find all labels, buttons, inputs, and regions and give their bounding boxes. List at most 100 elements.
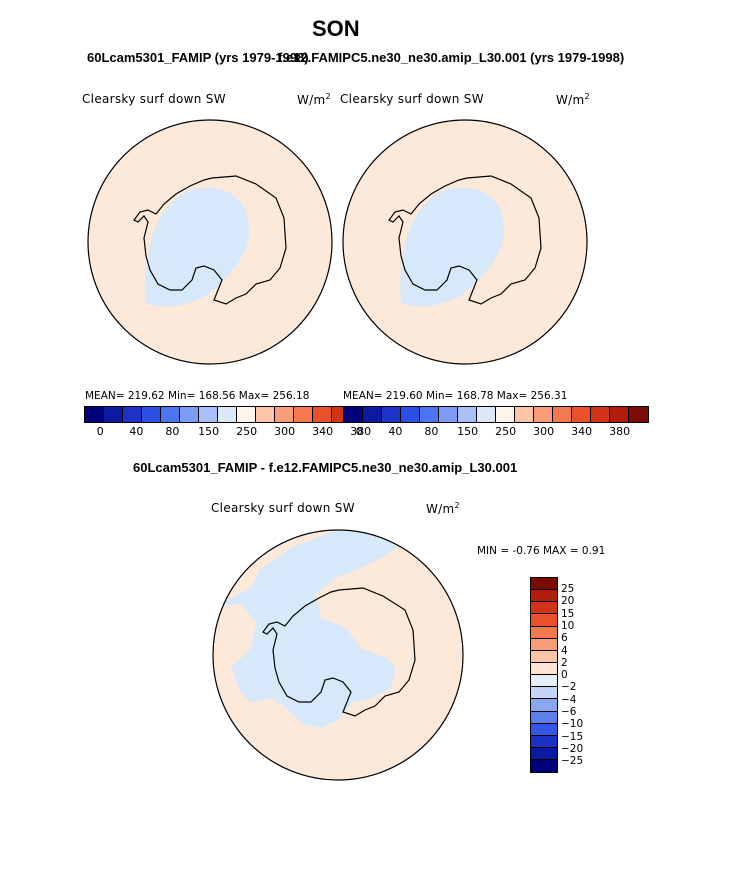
colorbar-tick-label: −4 [561, 693, 577, 706]
colorbar-swatch [531, 675, 557, 688]
colorbar-swatch [85, 407, 104, 422]
colorbar-swatch [256, 407, 275, 422]
colorbar-swatch [610, 407, 629, 422]
colorbar-swatch [531, 650, 557, 663]
colorbar-tick-label: 340 [571, 425, 593, 438]
colorbar-tick-label: 380 [609, 425, 631, 438]
colorbar-swatch [275, 407, 294, 422]
colorbar-tick-label: 10 [561, 619, 575, 632]
antarctic-low-region [145, 187, 250, 307]
colorbar-swatch [458, 407, 477, 422]
diff-panel-units: W/m2 [426, 501, 460, 516]
colorbar-tick-label: 0 [96, 425, 104, 438]
antarctica-coastline [388, 175, 542, 305]
colorbar-swatch [531, 699, 557, 712]
colorbar-tick-label: 0 [355, 425, 363, 438]
colorbar-swatch [218, 407, 237, 422]
colorbar-tick-label: 150 [198, 425, 220, 438]
colorbar-tick-label: 4 [561, 644, 568, 657]
colorbar-tick-label: 6 [561, 632, 568, 645]
colorbar-tick-label: 300 [533, 425, 555, 438]
right-panel-units: W/m2 [556, 92, 590, 107]
colorbar-tick-label: −2 [561, 681, 577, 694]
colorbar-tick-label: 80 [165, 425, 180, 438]
left-panel-subtitle: 60Lcam5301_FAMIP (yrs 1979-1998) [87, 50, 309, 65]
colorbar-tick-label: −25 [561, 755, 584, 768]
colorbar-swatch [531, 578, 557, 591]
colorbar-tick-label: 150 [457, 425, 479, 438]
colorbar-swatch [123, 407, 142, 422]
colorbar-swatch [629, 407, 648, 422]
colorbar-tick-label: −15 [561, 730, 584, 743]
colorbar-swatch [591, 407, 610, 422]
colorbar-swatch [531, 602, 557, 615]
diff-panel-minmax: MIN = -0.76 MAX = 0.91 [477, 545, 606, 557]
colorbar-swatch [531, 760, 557, 773]
colorbar-tick-label: 25 [561, 583, 575, 595]
colorbar-swatch [534, 407, 553, 422]
colorbar-swatch [104, 407, 123, 422]
colorbar-swatch [401, 407, 420, 422]
colorbar-tick-label: 250 [236, 425, 258, 438]
colorbar-swatch [531, 723, 557, 736]
right-panel-stats: MEAN= 219.60 Min= 168.78 Max= 256.31 [343, 390, 568, 402]
colorbar-swatch [531, 638, 557, 651]
colorbar-swatch [531, 590, 557, 603]
page-title: SON [312, 16, 360, 41]
colorbar-tick-label: −20 [561, 742, 584, 755]
colorbar-swatch [531, 626, 557, 639]
colorbar-tick-label: 40 [388, 425, 403, 438]
colorbar-tick-label: −6 [561, 706, 577, 718]
antarctica-coastline [262, 587, 416, 717]
colorbar-swatch [531, 747, 557, 761]
positive-anomaly-patch [213, 603, 256, 678]
colorbar-swatch [420, 407, 439, 422]
antarctica-coastline [133, 175, 287, 305]
colorbar-tick-label: 2 [561, 656, 568, 669]
colorbar-swatch [496, 407, 515, 422]
diff-panel-subtitle: 60Lcam5301_FAMIP - f.e12.FAMIPC5.ne30_ne… [133, 460, 518, 475]
left-panel-stats: MEAN= 219.62 Min= 168.56 Max= 256.18 [85, 390, 310, 402]
colorbar-swatch [237, 407, 256, 422]
left-panel-units: W/m2 [297, 92, 331, 107]
right-panel-subtitle: f.e12.FAMIPC5.ne30_ne30.amip_L30.001 (yr… [278, 50, 625, 65]
colorbar-swatch [531, 687, 557, 700]
colorbar-tick-label: 20 [561, 595, 575, 608]
colorbar-swatch [382, 407, 401, 422]
right-colorbar [343, 406, 649, 423]
colorbar-swatch [161, 407, 180, 422]
diff-panel-field-label: Clearsky surf down SW [211, 501, 355, 515]
colorbar-tick-label: 0 [561, 669, 568, 682]
right-polar-map [342, 119, 588, 365]
colorbar-swatch [363, 407, 382, 422]
colorbar-swatch [572, 407, 591, 422]
right-panel-field-label: Clearsky surf down SW [340, 92, 484, 106]
colorbar-tick-label: 250 [495, 425, 517, 438]
colorbar-swatch [439, 407, 458, 422]
left-polar-map [87, 119, 333, 365]
colorbar-tick-label: −10 [561, 718, 584, 731]
colorbar-swatch [477, 407, 496, 422]
diff-polar-map [212, 529, 464, 781]
colorbar-swatch [294, 407, 313, 422]
colorbar-tick-label: 340 [312, 425, 334, 438]
colorbar-tick-label: 15 [561, 607, 575, 620]
colorbar-swatch [515, 407, 534, 422]
colorbar-swatch [313, 407, 332, 422]
colorbar-swatch [531, 662, 557, 676]
diff-colorbar [530, 577, 558, 774]
colorbar-swatch [199, 407, 218, 422]
negative-anomaly-region [213, 530, 401, 728]
colorbar-swatch [531, 735, 557, 748]
antarctic-low-region [400, 187, 505, 307]
colorbar-tick-label: 300 [274, 425, 296, 438]
colorbar-swatch [344, 407, 363, 422]
colorbar-tick-label: 80 [424, 425, 439, 438]
colorbar-swatch [180, 407, 199, 422]
left-panel-field-label: Clearsky surf down SW [82, 92, 226, 106]
colorbar-swatch [531, 711, 557, 724]
colorbar-swatch [531, 614, 557, 627]
colorbar-swatch [553, 407, 572, 422]
colorbar-tick-label: 40 [129, 425, 144, 438]
colorbar-tick-label: 380 [350, 425, 372, 438]
